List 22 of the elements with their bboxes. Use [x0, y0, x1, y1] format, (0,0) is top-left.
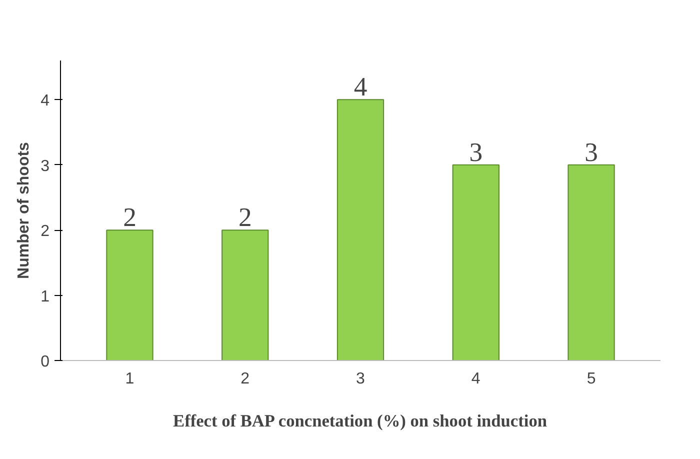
- bar: [106, 230, 154, 360]
- data-label: 2: [238, 202, 252, 232]
- x-tick-label: 5: [586, 370, 596, 388]
- bar: [336, 99, 384, 360]
- y-tick-label: 3: [40, 158, 50, 175]
- data-label: 4: [354, 72, 368, 102]
- y-tick-label: 0: [40, 354, 50, 370]
- y-tick-label: 2: [40, 223, 50, 240]
- bar: [568, 164, 615, 360]
- y-axis-title: Number of shoots: [16, 142, 33, 279]
- data-label: 2: [123, 202, 136, 232]
- x-tick-label: 2: [240, 370, 250, 388]
- x-tick-label: 1: [125, 370, 134, 388]
- x-tick-label: 3: [356, 370, 366, 388]
- y-tick-label: 4: [40, 92, 50, 110]
- x-axis-title: Effect of BAP concnetation (%) on shoot induction: [173, 412, 548, 430]
- data-label: 3: [469, 136, 483, 167]
- bar: [452, 164, 500, 360]
- bar: [222, 230, 269, 360]
- data-label: 3: [584, 136, 598, 167]
- y-tick-label: 1: [40, 288, 50, 306]
- x-tick-label: 4: [471, 370, 480, 388]
